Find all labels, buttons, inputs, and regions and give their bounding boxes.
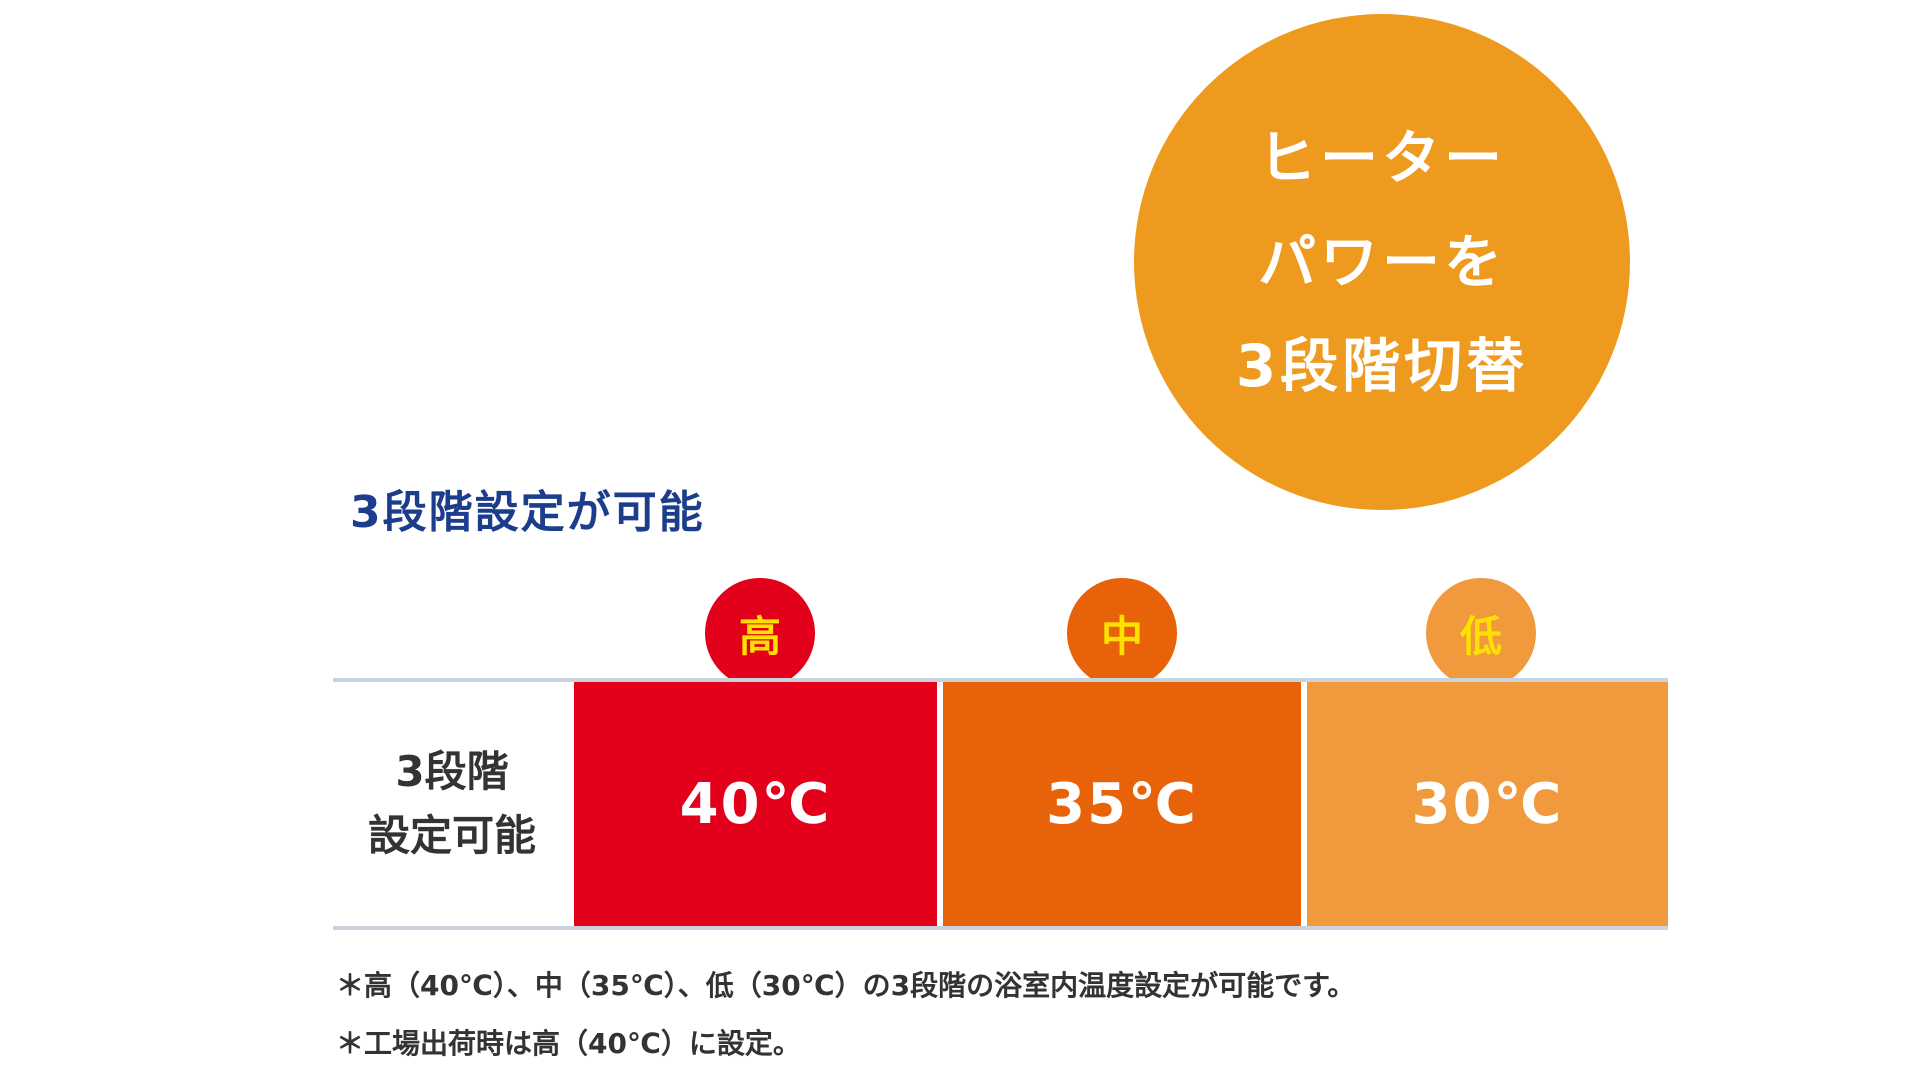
row-label-line-1: 3段階	[395, 747, 509, 796]
badge-line-1: ヒーター	[1257, 124, 1506, 192]
temperature-cell-high: 40℃	[574, 682, 937, 926]
table-top-border	[333, 678, 1668, 682]
temperature-cell-low: 30℃	[1307, 682, 1668, 926]
heater-power-badge: ヒーター パワーを 3段階切替	[1134, 14, 1630, 510]
footnote-2: ＊工場出荷時は高（40℃）に設定。	[336, 1027, 801, 1060]
badge-line-3: 3段階切替	[1235, 332, 1529, 400]
badge-line-2: パワーを	[1257, 228, 1506, 296]
level-medium-dot: 中	[1067, 578, 1177, 688]
level-low-dot: 低	[1426, 578, 1536, 688]
table-bottom-border	[333, 926, 1668, 930]
table-row-label: 3段階 設定可能	[333, 682, 571, 926]
row-label-line-2: 設定可能	[367, 811, 536, 860]
temperature-cell-medium: 35℃	[943, 682, 1301, 926]
section-title: 3段階設定が可能	[350, 487, 705, 538]
level-high-dot: 高	[705, 578, 815, 688]
footnote-1: ＊高（40℃）、中（35℃）、低（30℃）の3段階の浴室内温度設定が可能です。	[336, 969, 1356, 1002]
